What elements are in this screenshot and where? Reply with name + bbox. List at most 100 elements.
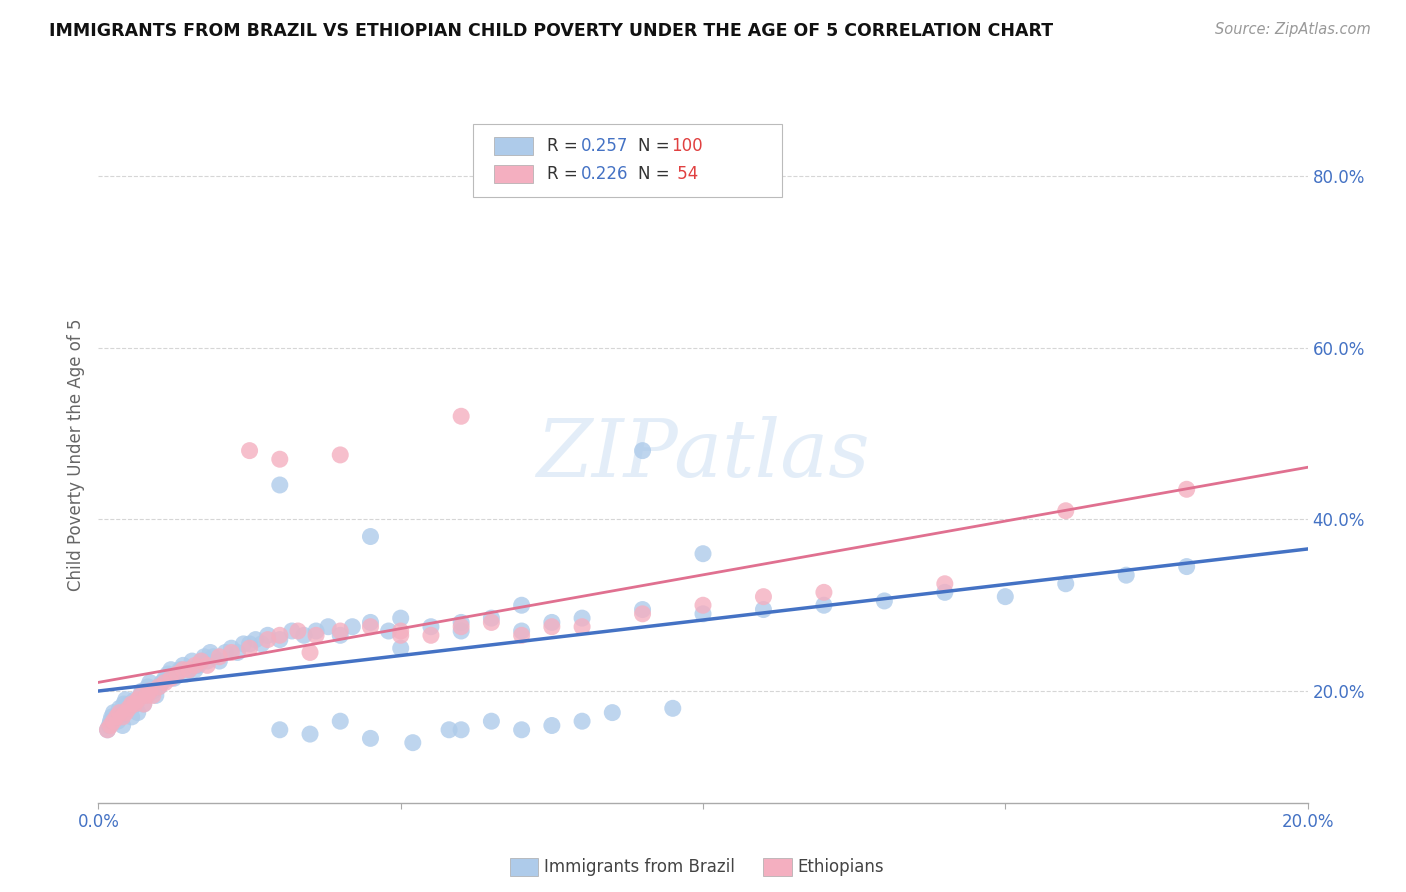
Point: [135, 689, 157, 703]
Point: [329, 628, 352, 642]
Point: [103, 714, 125, 729]
Point: [125, 697, 148, 711]
Point: [419, 628, 441, 642]
Point: [169, 663, 191, 677]
Point: [450, 615, 472, 630]
Point: [419, 620, 441, 634]
Point: [510, 723, 533, 737]
Point: [96, 723, 118, 737]
Point: [226, 645, 249, 659]
Point: [299, 645, 322, 659]
Text: N =: N =: [638, 165, 675, 183]
Text: 100: 100: [672, 137, 703, 155]
Point: [100, 714, 122, 729]
Point: [166, 667, 188, 681]
Point: [287, 624, 309, 638]
Point: [142, 684, 165, 698]
Point: [127, 706, 149, 720]
Point: [118, 701, 141, 715]
Point: [195, 654, 218, 668]
Point: [160, 663, 183, 677]
Point: [214, 645, 236, 659]
Point: [156, 667, 179, 681]
FancyBboxPatch shape: [474, 124, 782, 197]
Point: [108, 706, 131, 720]
Text: Immigrants from Brazil: Immigrants from Brazil: [544, 858, 735, 876]
Point: [540, 615, 562, 630]
Point: [602, 706, 624, 720]
Point: [661, 701, 683, 715]
FancyBboxPatch shape: [494, 137, 533, 155]
Point: [202, 649, 225, 664]
Point: [450, 624, 472, 638]
Point: [163, 671, 186, 685]
Text: Source: ZipAtlas.com: Source: ZipAtlas.com: [1215, 22, 1371, 37]
Point: [166, 667, 188, 681]
Point: [1175, 483, 1198, 497]
Point: [692, 607, 714, 621]
Point: [114, 706, 136, 720]
Point: [1054, 504, 1077, 518]
Point: [359, 615, 381, 630]
Point: [117, 701, 139, 715]
Point: [269, 452, 291, 467]
Point: [479, 615, 503, 630]
Point: [269, 628, 291, 642]
Point: [172, 658, 194, 673]
Point: [98, 718, 121, 732]
Point: [172, 663, 194, 677]
Point: [752, 590, 775, 604]
Text: ZIPatlas: ZIPatlas: [536, 417, 870, 493]
Point: [359, 620, 381, 634]
Point: [752, 602, 775, 616]
Point: [100, 710, 122, 724]
Point: [510, 599, 533, 613]
Point: [129, 689, 152, 703]
Point: [450, 723, 472, 737]
Point: [479, 714, 503, 729]
Point: [190, 654, 212, 668]
Point: [200, 645, 222, 659]
Point: [329, 624, 352, 638]
Point: [112, 697, 135, 711]
Text: IMMIGRANTS FROM BRAZIL VS ETHIOPIAN CHILD POVERTY UNDER THE AGE OF 5 CORRELATION: IMMIGRANTS FROM BRAZIL VS ETHIOPIAN CHIL…: [49, 22, 1053, 40]
Point: [153, 675, 176, 690]
Point: [402, 736, 425, 750]
Point: [132, 697, 155, 711]
Point: [100, 718, 122, 732]
Point: [148, 680, 170, 694]
Point: [239, 443, 262, 458]
Point: [129, 689, 152, 703]
Point: [540, 718, 562, 732]
Point: [479, 611, 503, 625]
Point: [934, 576, 956, 591]
Point: [873, 594, 896, 608]
Point: [132, 697, 155, 711]
Point: [316, 620, 339, 634]
Point: [571, 620, 593, 634]
Point: [377, 624, 399, 638]
Point: [571, 714, 593, 729]
Point: [359, 731, 381, 746]
Point: [96, 723, 118, 737]
Point: [329, 714, 352, 729]
Point: [121, 710, 143, 724]
Point: [281, 624, 304, 638]
Point: [118, 697, 141, 711]
Point: [239, 641, 262, 656]
Point: [239, 637, 262, 651]
Point: [692, 599, 714, 613]
Point: [631, 602, 654, 616]
Point: [256, 628, 278, 642]
Point: [305, 624, 328, 638]
Text: 54: 54: [672, 165, 697, 183]
Point: [813, 585, 835, 599]
Point: [389, 628, 412, 642]
Point: [208, 654, 231, 668]
Text: 0.257: 0.257: [581, 137, 628, 155]
Point: [540, 620, 562, 634]
Point: [179, 663, 201, 677]
Y-axis label: Child Poverty Under the Age of 5: Child Poverty Under the Age of 5: [66, 318, 84, 591]
Text: Ethiopians: Ethiopians: [797, 858, 884, 876]
Point: [232, 637, 254, 651]
